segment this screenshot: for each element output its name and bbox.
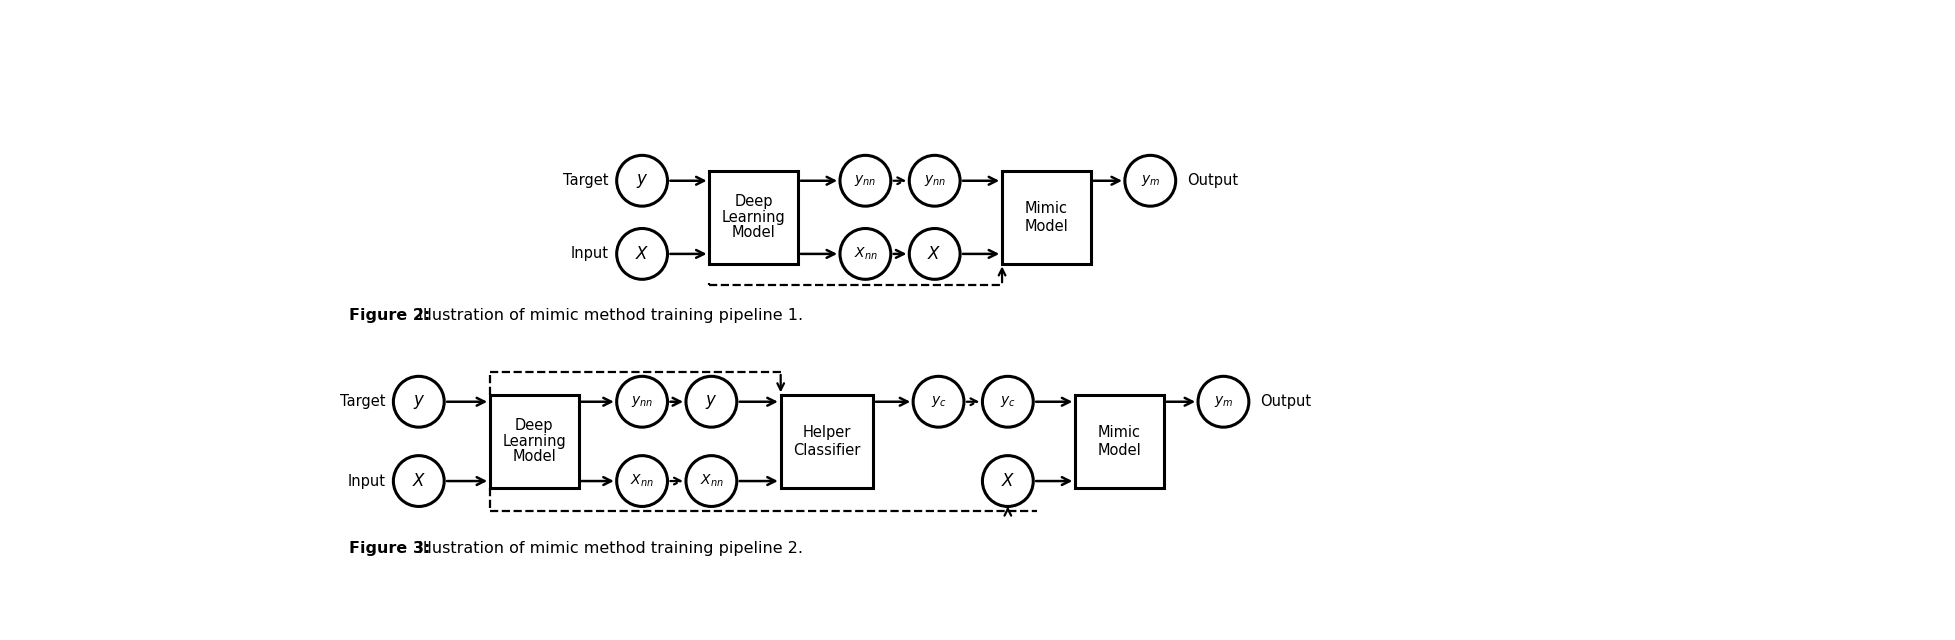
Text: Figure 2:: Figure 2: — [350, 308, 430, 323]
Text: Deep: Deep — [514, 419, 553, 433]
Text: Output: Output — [1259, 394, 1312, 409]
Text: Classifier: Classifier — [794, 443, 860, 458]
Ellipse shape — [686, 376, 737, 427]
Text: Target: Target — [340, 394, 385, 409]
Ellipse shape — [616, 376, 667, 427]
Ellipse shape — [1196, 376, 1247, 427]
Ellipse shape — [616, 456, 667, 506]
Text: $\mathit{y}_{m}$: $\mathit{y}_{m}$ — [1214, 394, 1232, 409]
Text: Learning: Learning — [502, 434, 565, 449]
Text: $\mathit{X}$: $\mathit{X}$ — [635, 245, 649, 263]
Ellipse shape — [1124, 156, 1175, 206]
FancyBboxPatch shape — [1001, 171, 1091, 264]
Text: Input: Input — [348, 474, 385, 488]
Text: Mimic: Mimic — [1024, 200, 1067, 216]
Text: $\mathit{y}$: $\mathit{y}$ — [706, 393, 717, 411]
FancyBboxPatch shape — [780, 395, 872, 488]
Ellipse shape — [616, 228, 667, 279]
Text: Output: Output — [1187, 173, 1238, 188]
Text: Deep: Deep — [735, 195, 772, 209]
Ellipse shape — [393, 376, 444, 427]
Text: $\mathit{y}_{nn}$: $\mathit{y}_{nn}$ — [854, 173, 876, 188]
Text: Figure 3:: Figure 3: — [350, 541, 430, 556]
Ellipse shape — [981, 456, 1032, 506]
Ellipse shape — [981, 376, 1032, 427]
Text: Model: Model — [1097, 443, 1142, 458]
Text: $\mathit{y}_{c}$: $\mathit{y}_{c}$ — [999, 394, 1015, 409]
Ellipse shape — [616, 156, 667, 206]
Text: Mimic: Mimic — [1097, 425, 1140, 440]
Ellipse shape — [913, 376, 964, 427]
Text: Illustration of mimic method training pipeline 2.: Illustration of mimic method training pi… — [413, 541, 802, 556]
Text: Model: Model — [512, 449, 555, 464]
Text: $\mathit{X}_{nn}$: $\mathit{X}_{nn}$ — [852, 246, 878, 262]
Text: $\mathit{y}$: $\mathit{y}$ — [413, 393, 424, 411]
Text: Input: Input — [571, 246, 608, 261]
Text: $\mathit{y}_{nn}$: $\mathit{y}_{nn}$ — [631, 394, 653, 409]
Text: Learning: Learning — [721, 210, 786, 225]
FancyBboxPatch shape — [491, 395, 579, 488]
Ellipse shape — [393, 456, 444, 506]
Text: Target: Target — [563, 173, 608, 188]
FancyBboxPatch shape — [710, 171, 798, 264]
Text: $\mathit{X}$: $\mathit{X}$ — [411, 472, 426, 490]
Ellipse shape — [686, 456, 737, 506]
Text: Model: Model — [1024, 219, 1067, 234]
Text: $\mathit{X}$: $\mathit{X}$ — [1001, 472, 1015, 490]
Ellipse shape — [909, 228, 960, 279]
Text: $\mathit{y}_{m}$: $\mathit{y}_{m}$ — [1140, 173, 1159, 188]
Text: $\mathit{y}_{c}$: $\mathit{y}_{c}$ — [931, 394, 946, 409]
Text: $\mathit{y}_{nn}$: $\mathit{y}_{nn}$ — [923, 173, 946, 188]
Text: Helper: Helper — [802, 425, 850, 440]
Text: $\mathit{X}_{nn}$: $\mathit{X}_{nn}$ — [700, 473, 723, 489]
Text: $\mathit{y}$: $\mathit{y}$ — [635, 172, 647, 189]
Ellipse shape — [839, 156, 890, 206]
Ellipse shape — [839, 228, 890, 279]
Text: $\mathit{X}_{nn}$: $\mathit{X}_{nn}$ — [630, 473, 653, 489]
Text: Model: Model — [731, 225, 776, 240]
Text: Illustration of mimic method training pipeline 1.: Illustration of mimic method training pi… — [413, 308, 802, 323]
Text: $\mathit{X}$: $\mathit{X}$ — [927, 245, 942, 263]
Ellipse shape — [909, 156, 960, 206]
FancyBboxPatch shape — [1075, 395, 1163, 488]
